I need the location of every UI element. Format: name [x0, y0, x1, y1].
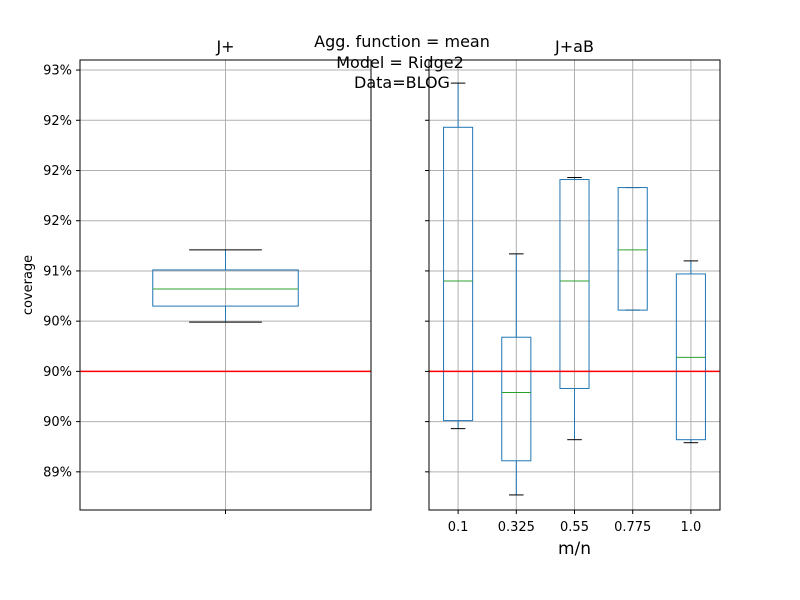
x-tick-label: 0.1: [448, 520, 469, 535]
y-tick-label: 91%: [43, 264, 72, 279]
box-3: [617, 187, 648, 311]
y-tick-label: 90%: [43, 315, 72, 330]
box-0: [152, 249, 299, 323]
subplot-title: J+: [215, 37, 234, 56]
y-tick-label: 93%: [43, 64, 72, 79]
y-tick-label: 92%: [43, 114, 72, 129]
y-axis-label: coverage: [21, 255, 36, 315]
y-tick-label: 92%: [43, 214, 72, 229]
y-tick-label: 89%: [43, 465, 72, 480]
x-ticks: 0.1 0.325 0.55 0.775 1.0: [448, 510, 701, 535]
box-1: [501, 253, 532, 496]
x-tick-label: 0.325: [498, 520, 535, 535]
y-tick-label: 90%: [43, 415, 72, 430]
box-4: [675, 260, 706, 444]
y-ticks: 89% 90% 90% 90% 91% 92% 92% 92% 93%: [43, 64, 80, 480]
box-body: [501, 336, 532, 462]
x-axis-label: m/n: [558, 539, 591, 559]
box-body: [559, 179, 590, 389]
grid: [429, 60, 720, 510]
x-tick-label: 0.775: [614, 520, 651, 535]
boxes: [152, 249, 299, 323]
boxes: [443, 82, 706, 496]
box-0: [443, 82, 474, 430]
panel-j-plus: 89% 90% 90% 90% 91% 92% 92% 92% 93% J+ coverage: [21, 37, 372, 514]
suptitle-line-1: Agg. function = mean: [314, 32, 490, 51]
box-body: [152, 269, 299, 307]
box-body: [675, 273, 706, 441]
box-body: [443, 126, 474, 422]
x-tick-label: 0.55: [560, 520, 589, 535]
suptitle: Agg. function = mean Model = Ridge2 Data…: [314, 32, 490, 92]
box-body: [617, 187, 648, 311]
box-2: [559, 177, 590, 441]
panel-j-plus-ab: 0.1 0.325 0.55 0.775 1.0 J+aB m/n: [425, 37, 721, 559]
suptitle-line-3: Data=BLOG: [354, 73, 450, 92]
subplot-title: J+aB: [554, 37, 594, 56]
y-tick-label: 92%: [43, 164, 72, 179]
suptitle-line-2: Model = Ridge2: [336, 53, 464, 72]
y-tick-label: 90%: [43, 365, 72, 380]
y-ticks: [425, 69, 429, 473]
x-tick-label: 1.0: [681, 520, 702, 535]
